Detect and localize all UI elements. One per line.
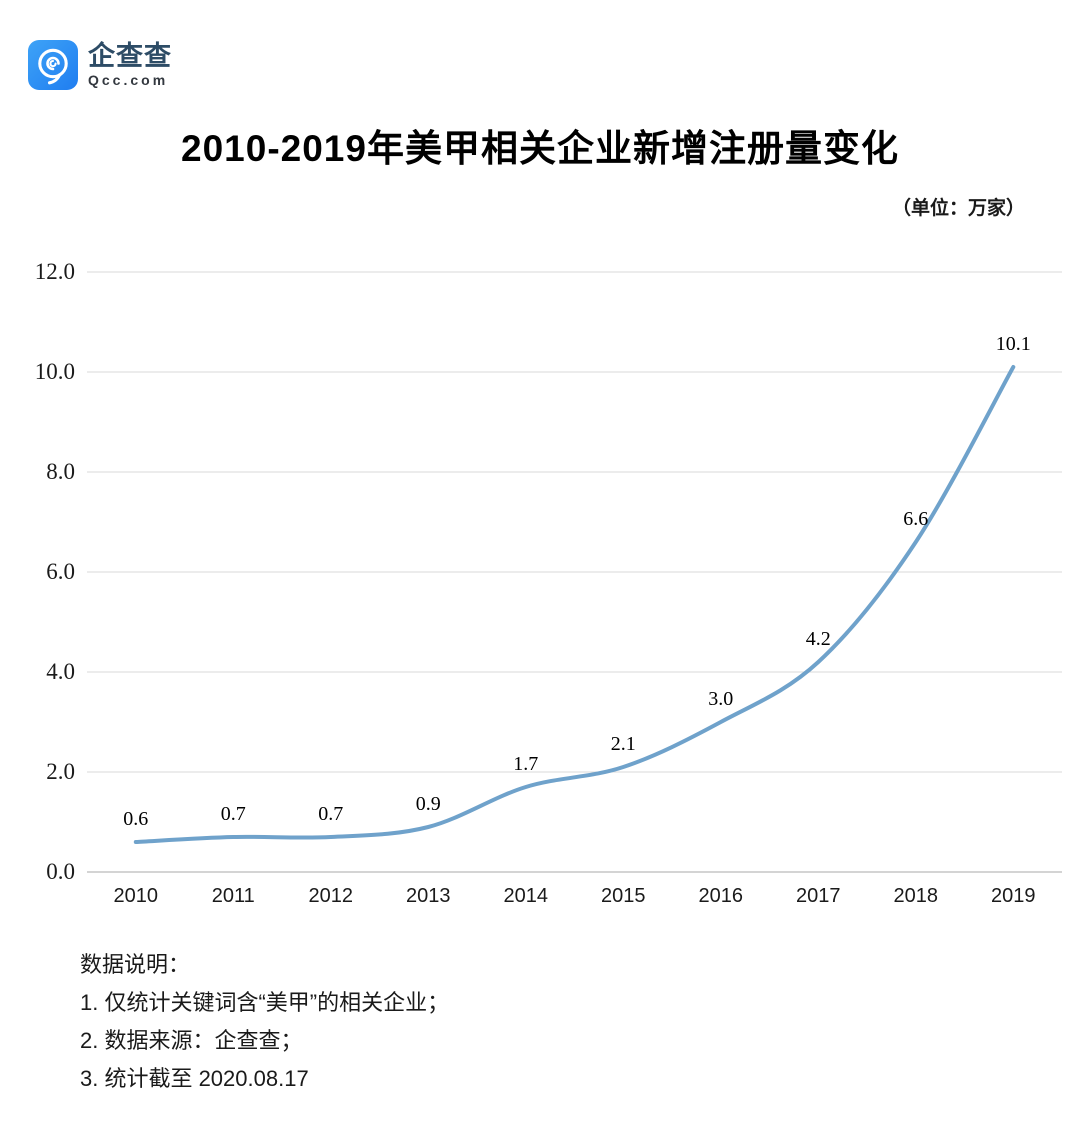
brand-text: 企查查 Qcc.com: [88, 41, 172, 89]
x-tick-label: 2018: [893, 885, 939, 907]
data-point-label: 0.6: [123, 808, 149, 830]
data-point-label: 10.1: [995, 333, 1031, 355]
chart-title: 2010-2019年美甲相关企业新增注册量变化: [181, 128, 899, 169]
brand-name: 企查查: [88, 41, 172, 71]
unit-label: （单位：万家）: [891, 198, 1025, 219]
x-tick-label: 2017: [796, 885, 841, 907]
x-tick-label: 2012: [308, 885, 354, 907]
note-item: 3. 统计截至 2020.08.17: [80, 1066, 309, 1091]
data-point-label: 2.1: [610, 733, 636, 755]
y-tick-label: 8.0: [46, 459, 75, 484]
qcc-logo-icon: [28, 40, 78, 90]
x-tick-label: 2016: [698, 885, 744, 907]
data-point-label: 0.7: [318, 803, 344, 825]
note-item: 2. 数据来源：企查查；: [80, 1028, 303, 1053]
x-tick-label: 2013: [406, 885, 451, 907]
data-point-label: 3.0: [708, 688, 734, 710]
y-tick-label: 12.0: [34, 259, 75, 284]
data-point-label: 0.9: [415, 793, 441, 815]
note-item: 1. 仅统计关键词含“美甲”的相关企业；: [80, 990, 450, 1015]
y-tick-label: 4.0: [46, 659, 75, 684]
data-point-label: 1.7: [513, 753, 539, 775]
x-tick-label: 2010: [113, 885, 159, 907]
data-point-label: 0.7: [220, 803, 246, 825]
y-tick-label: 10.0: [34, 359, 75, 384]
data-point-label: 6.6: [903, 508, 929, 530]
data-point-label: 4.2: [805, 628, 831, 650]
x-tick-label: 2011: [211, 885, 255, 907]
brand-header: 企查查 Qcc.com: [28, 40, 172, 90]
x-tick-label: 2015: [601, 885, 646, 907]
y-tick-label: 2.0: [46, 759, 75, 784]
line-series: [133, 365, 1016, 844]
y-tick-label: 6.0: [46, 559, 75, 584]
x-tick-label: 2019: [991, 885, 1036, 907]
x-tick-label: 2014: [503, 885, 549, 907]
brand-domain: Qcc.com: [88, 72, 169, 88]
notes-heading: 数据说明：: [80, 952, 191, 977]
y-tick-label: 0.0: [46, 859, 75, 884]
